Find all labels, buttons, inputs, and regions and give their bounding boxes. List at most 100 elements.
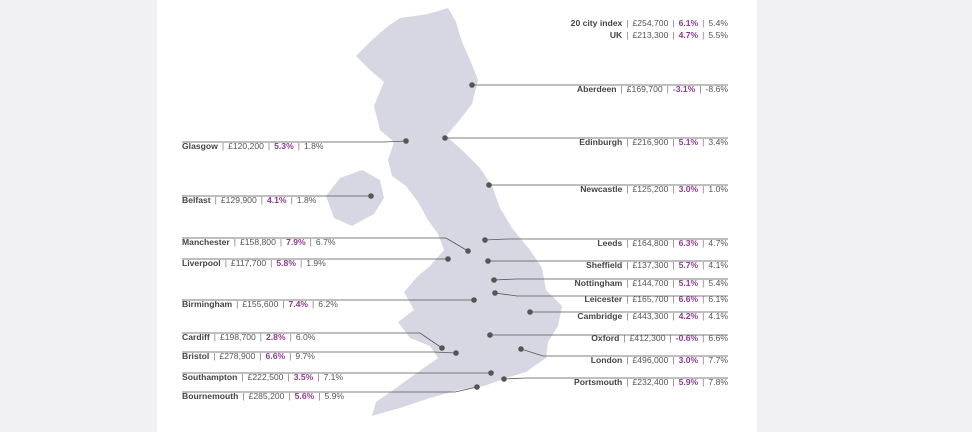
entry-label: Southampton | £222,500 | 3.5% | 7.1% (182, 372, 343, 382)
growth-1: 5.8% (276, 258, 296, 268)
separator: | (672, 30, 674, 40)
entry-label: Aberdeen | £169,700 | -3.1% | -8.6% (577, 84, 728, 94)
name: Aberdeen (577, 84, 617, 94)
growth-1: 6.6% (266, 351, 286, 361)
city-dot (445, 256, 451, 262)
separator: | (702, 294, 704, 304)
growth-2: 5.4% (708, 18, 728, 28)
name: UK (610, 30, 623, 40)
price: £117,700 (231, 258, 266, 268)
price: £278,900 (219, 351, 255, 361)
growth-2: 1.8% (304, 141, 324, 151)
growth-2: 6.7% (316, 237, 336, 247)
price: £165,700 (633, 294, 669, 304)
entry-label: Leeds | £164,800 | 6.3% | 4.7% (597, 238, 728, 248)
separator: | (626, 137, 628, 147)
separator: | (702, 333, 704, 343)
growth-1: 3.5% (294, 372, 314, 382)
growth-1: 5.3% (274, 141, 294, 151)
separator: | (215, 195, 217, 205)
separator: | (702, 311, 704, 321)
separator: | (672, 260, 674, 270)
separator: | (702, 30, 704, 40)
city-dot (442, 135, 448, 141)
entry-label: Bournemouth | £285,200 | 5.6% | 5.9% (182, 391, 344, 401)
labels: Aberdeen | £169,700 | -3.1% | -8.6%Glasgow | £12… (182, 18, 728, 401)
growth-1: 6.6% (679, 294, 699, 304)
separator: | (672, 311, 674, 321)
separator: | (702, 184, 704, 194)
city-dot (486, 182, 492, 188)
city-dot (527, 309, 533, 315)
city-dot (469, 82, 475, 88)
growth-2: 3.4% (708, 137, 728, 147)
separator: | (290, 332, 292, 342)
separator: | (699, 84, 701, 94)
growth-1: 5.6% (295, 391, 315, 401)
entry-label: Cambridge | £443,300 | 4.2% | 4.1% (577, 311, 728, 321)
city-dot (491, 277, 497, 283)
entry-label: Nottingham | £144,700 | 5.1% | 5.4% (575, 278, 729, 288)
separator: | (702, 18, 704, 28)
growth-2: 5.9% (324, 391, 344, 401)
entry-label: Liverpool | £117,700 | 5.8% | 1.9% (182, 258, 326, 268)
separator: | (621, 84, 623, 94)
separator: | (287, 372, 289, 382)
entry-label: Manchester | £158,800 | 7.9% | 6.7% (182, 237, 336, 247)
separator: | (225, 258, 227, 268)
growth-2: 1.8% (297, 195, 317, 205)
separator: | (310, 237, 312, 247)
growth-1: -3.1% (673, 84, 696, 94)
city-dot (492, 290, 498, 296)
leader-line (520, 348, 728, 357)
price: £158,800 (240, 237, 276, 247)
growth-1: 7.9% (286, 237, 306, 247)
growth-2: 5.4% (708, 278, 728, 288)
entry-label: 20 city index | £254,700 | 6.1% | 5.4% (571, 18, 729, 28)
entry-label: Leicester | £165,700 | 6.6% | 6.1% (585, 294, 729, 304)
growth-1: 3.0% (679, 184, 699, 194)
growth-1: 3.0% (679, 355, 699, 365)
separator: | (672, 137, 674, 147)
growth-1: 6.1% (679, 18, 699, 28)
separator: | (702, 278, 704, 288)
entry-label: Edinburgh | £216,900 | 5.1% | 3.4% (579, 137, 728, 147)
growth-1: 5.1% (679, 137, 699, 147)
growth-2: 7.7% (708, 355, 728, 365)
separator: | (626, 377, 628, 387)
name: Cambridge (577, 311, 622, 321)
leader-line (493, 278, 728, 281)
growth-2: 4.7% (708, 238, 728, 248)
separator: | (300, 258, 302, 268)
leader-line (182, 351, 457, 354)
growth-1: 6.3% (679, 238, 699, 248)
growth-2: 6.2% (318, 299, 338, 309)
separator: | (213, 351, 215, 361)
separator: | (268, 141, 270, 151)
entry-label: Glasgow | £120,200 | 5.3% | 1.8% (182, 141, 324, 151)
city-dot (487, 332, 493, 338)
separator: | (672, 238, 674, 248)
price: £254,700 (633, 18, 669, 28)
separator: | (282, 299, 284, 309)
separator: | (702, 260, 704, 270)
growth-2: 6.6% (708, 333, 728, 343)
city-dot (485, 258, 491, 264)
city-dot (488, 370, 494, 376)
growth-2: 6.1% (708, 294, 728, 304)
growth-2: 6.0% (296, 332, 316, 342)
separator: | (317, 372, 319, 382)
growth-1: 5.9% (679, 377, 699, 387)
separator: | (291, 195, 293, 205)
price: £213,300 (633, 30, 669, 40)
separator: | (242, 391, 244, 401)
growth-2: 1.9% (306, 258, 326, 268)
price: £120,200 (228, 141, 264, 151)
name: Southampton (182, 372, 237, 382)
name: Cardiff (182, 332, 210, 342)
separator: | (222, 141, 224, 151)
entry-label: Oxford | £412,300 | -0.6% | 6.6% (591, 333, 728, 343)
price: £216,900 (633, 137, 669, 147)
